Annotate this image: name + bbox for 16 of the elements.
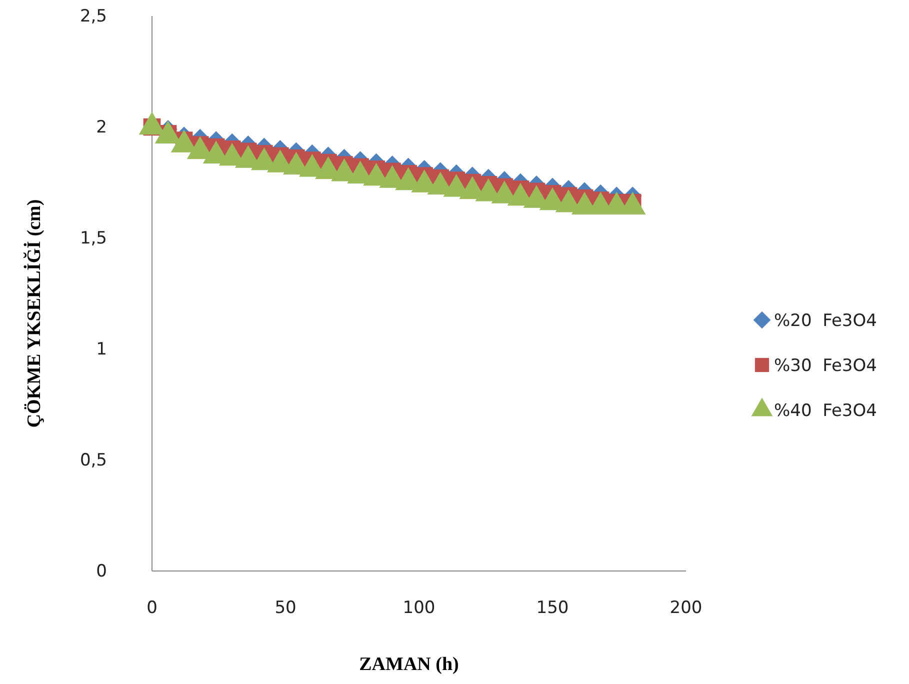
y-tick-label: 0	[96, 561, 107, 582]
x-tick-label: 150	[536, 598, 569, 618]
y-tick-label: 2	[96, 117, 107, 138]
x-tick-label: 50	[274, 598, 296, 618]
x-tick-label: 100	[402, 598, 436, 618]
y-tick-label: 1	[96, 339, 107, 360]
y-tick-label: 2,5	[80, 6, 107, 26]
x-axis-title: ZAMAN (h)	[359, 654, 459, 675]
y-tick-label: 0,5	[80, 450, 107, 470]
y-axis-title: ÇÖKME YKSEKLİĞİ (cm)	[23, 199, 45, 428]
legend-label: %20 Fe3O4	[774, 311, 877, 331]
legend-label: %40 Fe3O4	[774, 401, 877, 421]
x-tick-label: 200	[670, 598, 702, 618]
x-tick-label: 0	[146, 598, 158, 618]
legend-label: %30 Fe3O4	[774, 356, 877, 376]
y-tick-label: 1,5	[80, 228, 107, 248]
